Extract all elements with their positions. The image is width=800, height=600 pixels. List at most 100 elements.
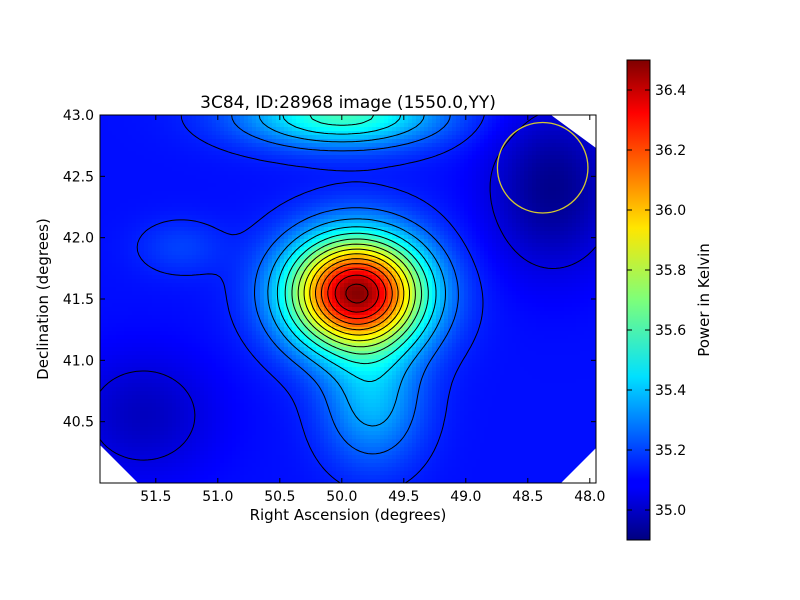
heatmap-cell xyxy=(132,211,137,216)
heatmap-cell xyxy=(512,195,517,200)
heatmap-cell xyxy=(524,119,529,124)
heatmap-cell xyxy=(292,263,297,268)
heatmap-cell xyxy=(360,251,365,256)
heatmap-cell xyxy=(544,199,549,204)
heatmap-cell xyxy=(428,115,433,120)
heatmap-cell xyxy=(396,159,401,164)
heatmap-cell xyxy=(192,115,197,120)
heatmap-cell xyxy=(468,187,473,192)
heatmap-cell xyxy=(544,151,549,156)
heatmap-cell xyxy=(552,163,557,168)
heatmap-cell xyxy=(548,187,553,192)
heatmap-cell xyxy=(152,135,157,140)
heatmap-cell xyxy=(428,199,433,204)
heatmap-cell xyxy=(312,259,317,264)
heatmap-cell xyxy=(264,179,269,184)
heatmap-cell xyxy=(576,147,581,152)
heatmap-cell xyxy=(344,163,349,168)
heatmap-cell xyxy=(168,223,173,228)
heatmap-cell xyxy=(472,115,477,120)
heatmap-cell xyxy=(272,151,277,156)
heatmap-cell xyxy=(436,179,441,184)
heatmap-cell xyxy=(416,183,421,188)
heatmap-cell xyxy=(476,139,481,144)
heatmap-cell xyxy=(444,139,449,144)
heatmap-cell xyxy=(412,243,417,248)
heatmap-cell xyxy=(484,131,489,136)
heatmap-cell xyxy=(564,151,569,156)
heatmap-cell xyxy=(432,155,437,160)
heatmap-cell xyxy=(344,139,349,144)
heatmap-cell xyxy=(208,191,213,196)
heatmap-cell xyxy=(452,235,457,240)
heatmap-cell xyxy=(436,175,441,180)
heatmap-cell xyxy=(372,171,377,176)
heatmap-cell xyxy=(188,219,193,224)
heatmap-cell xyxy=(160,227,165,232)
heatmap-cell xyxy=(144,119,149,124)
heatmap-cell xyxy=(384,187,389,192)
heatmap-cell xyxy=(504,191,509,196)
heatmap-cell xyxy=(468,219,473,224)
heatmap-cell xyxy=(248,119,253,124)
heatmap-cell xyxy=(256,147,261,152)
heatmap-cell xyxy=(300,195,305,200)
heatmap-cell xyxy=(476,115,481,120)
heatmap-cell xyxy=(240,183,245,188)
heatmap-cell xyxy=(524,171,529,176)
heatmap-cell xyxy=(568,143,573,148)
heatmap-cell xyxy=(208,247,213,252)
heatmap-cell xyxy=(572,203,577,208)
heatmap-cell xyxy=(536,259,541,264)
heatmap-cell xyxy=(352,147,357,152)
heatmap-cell xyxy=(440,183,445,188)
heatmap-cell xyxy=(172,171,177,176)
heatmap-cell xyxy=(192,171,197,176)
heatmap-cell xyxy=(404,167,409,172)
heatmap-cell xyxy=(420,195,425,200)
heatmap-cell xyxy=(424,219,429,224)
heatmap-cell xyxy=(428,211,433,216)
heatmap-cell xyxy=(244,235,249,240)
heatmap-cell xyxy=(172,159,177,164)
heatmap-cell xyxy=(204,195,209,200)
heatmap-cell xyxy=(348,227,353,232)
heatmap-cell xyxy=(544,163,549,168)
heatmap-cell xyxy=(152,251,157,256)
heatmap-cell xyxy=(372,231,377,236)
heatmap-cell xyxy=(120,215,125,220)
heatmap-cell xyxy=(588,167,593,172)
heatmap-cell xyxy=(592,159,596,164)
heatmap-cell xyxy=(488,155,493,160)
heatmap-cell xyxy=(160,271,165,276)
heatmap-cell xyxy=(328,259,333,264)
heatmap-cell xyxy=(552,187,557,192)
heatmap-cell xyxy=(128,203,133,208)
heatmap-cell xyxy=(532,203,537,208)
heatmap-cell xyxy=(528,127,533,132)
heatmap-cell xyxy=(196,207,201,212)
heatmap-cell xyxy=(340,227,345,232)
heatmap-cell xyxy=(472,223,477,228)
heatmap-cell xyxy=(352,159,357,164)
heatmap-cell xyxy=(216,191,221,196)
heatmap-cell xyxy=(436,223,441,228)
heatmap-cell xyxy=(392,115,397,120)
heatmap-cell xyxy=(132,127,137,132)
heatmap-cell xyxy=(140,119,145,124)
heatmap-cell xyxy=(276,239,281,244)
heatmap-cell xyxy=(248,243,253,248)
heatmap-cell xyxy=(588,163,593,168)
heatmap-cell xyxy=(448,175,453,180)
heatmap-cell xyxy=(160,215,165,220)
heatmap-cell xyxy=(560,219,565,224)
heatmap-cell xyxy=(244,227,249,232)
heatmap-cell xyxy=(364,251,369,256)
heatmap-cell xyxy=(528,263,533,268)
heatmap-cell xyxy=(156,195,161,200)
heatmap-cell xyxy=(132,183,137,188)
heatmap-cell xyxy=(308,183,313,188)
heatmap-cell xyxy=(272,179,277,184)
heatmap-cell xyxy=(324,155,329,160)
heatmap-cell xyxy=(444,219,449,224)
